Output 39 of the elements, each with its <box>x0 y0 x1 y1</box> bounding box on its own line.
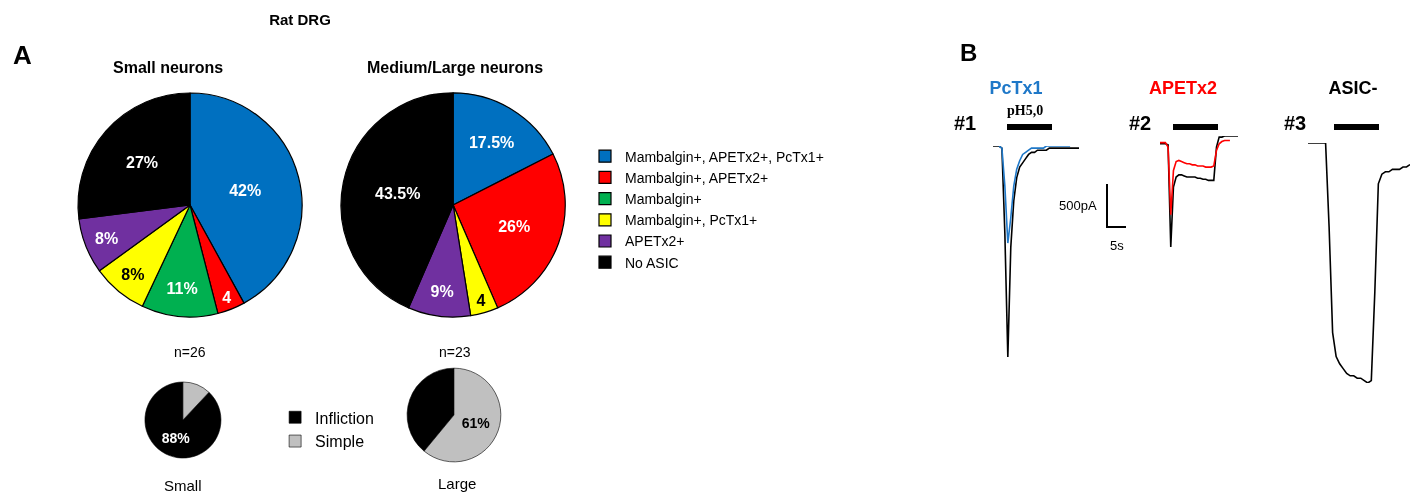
data-label: 11% <box>166 279 198 297</box>
slice-label: Large <box>438 475 477 492</box>
text: n=26 <box>174 344 206 360</box>
legend-label: No ASIC <box>625 254 679 271</box>
text: 5s <box>1110 238 1125 253</box>
legend-label: Infliction <box>315 409 374 427</box>
data-label: 17.5% <box>468 133 515 151</box>
data-label: 27% <box>126 154 159 172</box>
legend-label: Mambalgin+ <box>625 191 702 208</box>
text: n=23 <box>439 344 471 360</box>
data-label: 42% <box>229 182 262 200</box>
legend-label: Mambalgin+, APETx2+, PcTx1+ <box>625 148 824 165</box>
text: #2 <box>1129 112 1152 134</box>
slice-label: Small <box>164 477 202 494</box>
annotation: 500pA <box>1059 198 1097 213</box>
chart-title: ASIC- <box>1328 78 1378 99</box>
data-label: 26% <box>498 218 531 236</box>
data-label: 61% <box>461 414 491 431</box>
slice-label: Medium/Large neurons <box>367 59 544 76</box>
legend-label: Mambalgin+, PcTx1+ <box>625 212 758 229</box>
text: #3 <box>1284 112 1307 134</box>
slice-label: Small neurons <box>113 59 224 76</box>
text: A <box>13 40 32 70</box>
data-label: 88% <box>161 429 191 446</box>
chart-title: Rat DRG <box>269 11 331 29</box>
text: B <box>960 39 978 66</box>
data-label: 9% <box>430 283 454 301</box>
data-label: 4 <box>476 292 486 310</box>
text: #1 <box>954 112 977 134</box>
legend-label: APETx2+ <box>625 233 685 250</box>
text: pH5,0 <box>1007 103 1044 118</box>
legend-label: Mambalgin+, APETx2+ <box>625 169 769 186</box>
legend-label: Simple <box>315 433 365 451</box>
chart-title: PcTx1 <box>989 78 1043 99</box>
data-label: 8% <box>95 229 119 247</box>
data-label: 4 <box>222 289 232 307</box>
data-label: 8% <box>121 265 145 283</box>
chart-title: APETx2 <box>1148 78 1218 99</box>
data-label: 43.5% <box>375 184 421 202</box>
